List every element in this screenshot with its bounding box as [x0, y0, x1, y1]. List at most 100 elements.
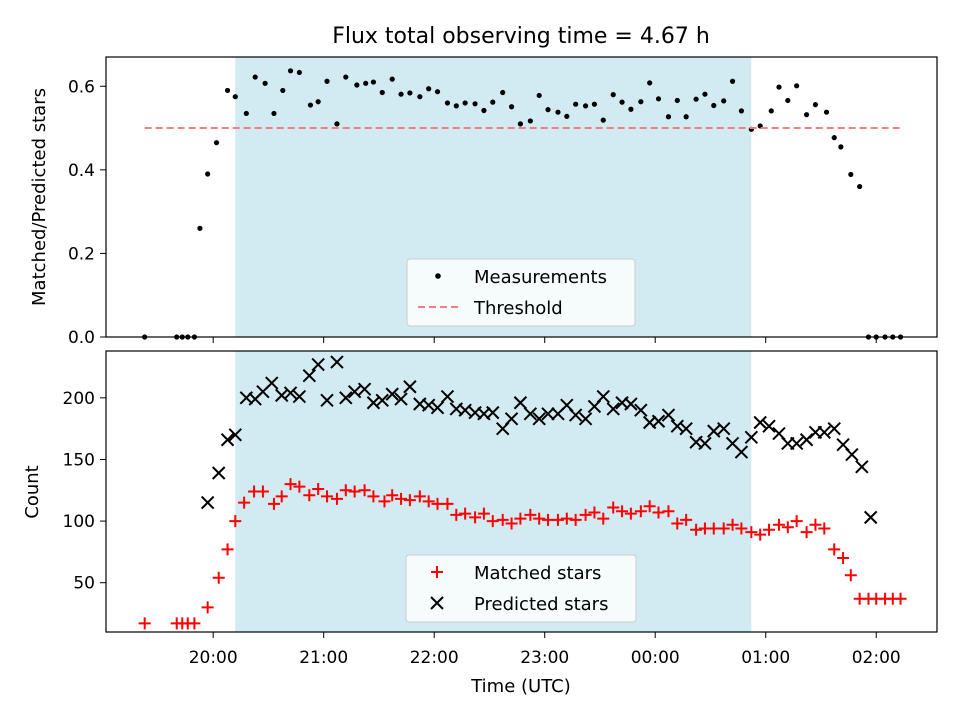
predicted-stars-point: [220, 433, 235, 447]
matched-stars-point: [551, 513, 564, 526]
y-tick-label: 0.4: [68, 161, 95, 181]
count-y-ticks: 50 100 150 200: [63, 389, 106, 594]
y-tick-label: 200: [63, 389, 95, 409]
predicted-stars-legend-label: Predicted stars: [474, 594, 608, 615]
matched-stars-point: [809, 518, 822, 531]
predicted-stars-point: [799, 433, 814, 447]
measurements-point: [224, 87, 231, 94]
count-points: [138, 355, 907, 630]
measurements-point: [738, 108, 745, 114]
matched-stars-point: [643, 500, 656, 513]
matched-stars-point: [690, 523, 703, 536]
matched-stars-point: [188, 617, 201, 630]
matched-stars-point: [616, 505, 629, 518]
measurements-point: [205, 171, 211, 177]
measurements-point: [857, 183, 863, 190]
measurements-point: [804, 112, 810, 118]
matched-stars-point: [378, 495, 391, 508]
measurements-point: [711, 102, 717, 109]
predicted-stars-point: [596, 389, 610, 404]
predicted-stars-point: [403, 380, 417, 394]
matched-stars-point: [662, 505, 675, 518]
x-tick-label: 23:00: [520, 648, 569, 668]
measurements-point: [407, 90, 413, 96]
predicted-stars-point: [330, 355, 344, 369]
predicted-stars-point: [375, 393, 389, 408]
measurements-point: [545, 107, 551, 113]
matched-stars-point: [514, 512, 527, 525]
ratio-legend-box: [406, 258, 636, 327]
measurements-point: [647, 80, 653, 86]
matched-stars-point: [212, 571, 225, 584]
measurements-point: [296, 69, 302, 76]
predicted-stars-point: [274, 388, 289, 403]
measurements-point: [823, 109, 830, 115]
predicted-stars-point: [504, 412, 519, 426]
matched-stars-point: [138, 617, 151, 630]
matched-stars-point: [201, 601, 214, 614]
predicted-stars-point: [394, 392, 408, 406]
matched-stars-point: [560, 512, 573, 525]
predicted-stars-point: [366, 396, 381, 410]
matched-stars-point: [303, 489, 316, 502]
measurements-point: [334, 121, 340, 127]
y-tick-label: 100: [63, 512, 95, 532]
measurements-point: [213, 140, 220, 146]
predicted-stars-point: [578, 412, 593, 426]
measurements-point: [453, 103, 459, 109]
matched-stars-point: [321, 490, 334, 503]
measurements-point: [379, 89, 385, 96]
x-tick-label: 22:00: [410, 648, 459, 668]
matched-stars-point: [597, 512, 610, 525]
predicted-stars-point: [292, 389, 307, 404]
measurements-point: [582, 103, 589, 109]
ratio-legend: Measurements Threshold: [406, 258, 636, 327]
measurements-point: [729, 78, 736, 84]
count-x-ticks: 20:00 21:00 22:00 23:00 00:00 01:00 02:00: [189, 632, 901, 668]
measurements-point: [324, 78, 330, 84]
matched-stars-point: [828, 543, 841, 556]
measurements-point: [527, 118, 533, 124]
predicted-stars-point: [762, 419, 776, 433]
measurements-legend-marker: [435, 273, 441, 279]
ratio-panel-frame: [105, 56, 938, 338]
measurements-point: [508, 104, 515, 110]
predicted-stars-point: [421, 398, 436, 412]
matched-stars-point: [395, 492, 408, 505]
measurements-point: [555, 109, 561, 115]
measurements-point: [655, 96, 662, 102]
y-tick-label: 0.6: [68, 77, 95, 97]
measurements-point: [500, 89, 506, 96]
matched-stars-point: [221, 543, 234, 556]
predicted-stars-point: [827, 421, 841, 436]
measurements-point: [444, 100, 451, 106]
matched-stars-point: [348, 485, 361, 498]
matched-stars-point: [505, 517, 518, 530]
predicted-stars-point: [311, 357, 325, 372]
ratio-panel: 0.0 0.2 0.4 0.6 Matched/Predicted stars Mea…: [29, 56, 938, 348]
predicted-stars-point: [845, 447, 859, 462]
threshold-legend-label: Threshold: [473, 298, 563, 319]
predicted-stars-point: [430, 400, 445, 415]
matched-stars-point: [330, 492, 343, 505]
matched-stars-point: [588, 506, 601, 519]
predicted-stars-point: [440, 389, 455, 404]
matched-stars-point: [229, 515, 242, 528]
matched-stars-point: [441, 497, 454, 510]
measurements-point: [280, 87, 286, 94]
predicted-stars-point: [753, 415, 767, 430]
predicted-stars-legend-marker: [430, 596, 444, 610]
matched-stars-point: [469, 511, 482, 524]
predicted-stars-point: [513, 396, 528, 410]
measurements-point: [848, 171, 854, 178]
count-y-axis-label: Count: [22, 465, 43, 518]
y-tick-label: 150: [63, 450, 95, 470]
ratio-x-ticks: [212, 337, 877, 343]
matched-stars-point: [745, 526, 758, 539]
matched-stars-point: [524, 508, 537, 521]
measurements-point: [610, 92, 616, 98]
matched-stars-point: [837, 552, 850, 565]
measurements-point: [343, 74, 349, 80]
measurements-point: [619, 99, 625, 105]
measurements-point: [638, 99, 644, 105]
